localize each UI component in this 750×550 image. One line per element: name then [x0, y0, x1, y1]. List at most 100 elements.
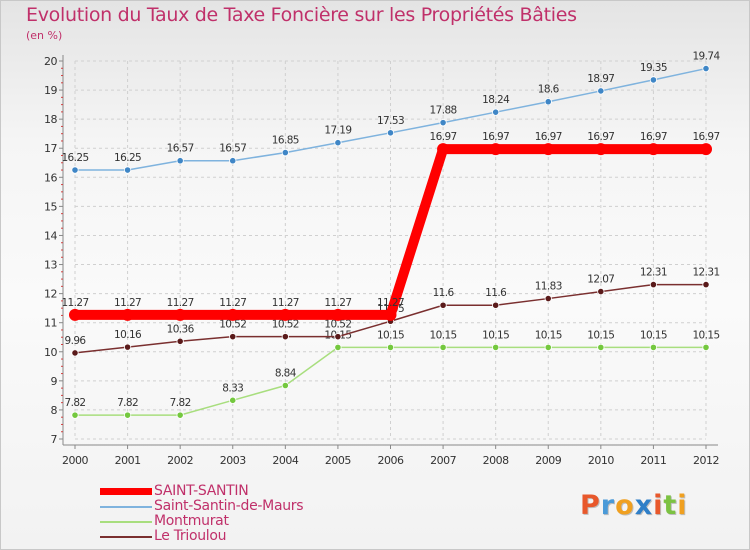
x-tick-label: 2002	[167, 454, 193, 467]
data-label-saint-santin: 16.97	[482, 131, 509, 143]
data-point-le-trioulou	[597, 287, 605, 296]
data-label-saint-santin-de-maurs: 18.97	[587, 73, 614, 85]
data-point-saint-santin-de-maurs	[123, 166, 132, 174]
data-point-montmurat	[334, 343, 342, 352]
x-tick-label: 2010	[588, 454, 614, 467]
x-tick-label: 2005	[325, 454, 351, 467]
data-label-montmurat: 10.15	[430, 329, 457, 341]
data-point-montmurat	[71, 411, 79, 419]
data-label-le-trioulou: 10.52	[219, 319, 246, 331]
data-point-saint-santin-de-maurs	[544, 98, 552, 106]
x-tick-label: 2011	[640, 454, 666, 467]
data-label-saint-santin: 11.27	[272, 297, 299, 309]
data-label-le-trioulou: 10.52	[272, 319, 299, 331]
data-point-saint-santin-de-maurs	[439, 119, 447, 127]
logo-letter: r	[600, 490, 616, 521]
data-label-saint-santin: 16.97	[692, 131, 719, 143]
data-point-saint-santin	[331, 308, 344, 321]
data-point-montmurat	[492, 343, 500, 352]
data-point-montmurat	[229, 396, 237, 404]
data-point-saint-santin	[647, 143, 660, 156]
data-label-le-trioulou: 9.96	[65, 335, 87, 347]
data-label-saint-santin-de-maurs: 16.57	[219, 143, 246, 155]
y-tick-label: 7	[51, 433, 58, 446]
line-chart: 7 8 9 10 11 12 13 14 15 16 17 18 19 20 2000 2001 2002 200…	[44, 51, 721, 467]
x-tick-label: 2001	[115, 454, 141, 467]
legend-swatch-montmurat	[100, 521, 152, 523]
data-point-saint-santin	[121, 308, 134, 321]
data-point-saint-santin-de-maurs	[281, 148, 289, 157]
data-label-le-trioulou: 11.6	[433, 287, 455, 299]
data-label-saint-santin: 11.27	[377, 297, 404, 309]
data-point-saint-santin-de-maurs	[71, 166, 79, 174]
series-saint-santin-de-maurs: 16.25 16.25 16.57 16.57 16.85 17.19 17.53 17.88…	[61, 51, 721, 174]
data-point-montmurat	[702, 343, 710, 352]
data-point-le-trioulou	[281, 333, 289, 341]
data-label-saint-santin: 16.97	[640, 131, 667, 143]
data-label-saint-santin: 16.97	[587, 131, 614, 143]
legend-swatch-le-trioulou	[100, 536, 152, 538]
data-point-saint-santin-de-maurs	[386, 129, 395, 137]
data-label-saint-santin: 11.27	[61, 297, 88, 309]
data-label-saint-santin: 16.97	[535, 131, 562, 143]
data-point-saint-santin	[700, 143, 712, 156]
y-tick-label: 13	[44, 259, 57, 272]
logo-letter: x	[634, 490, 654, 521]
data-point-saint-santin-de-maurs	[702, 64, 710, 73]
x-tick-label: 2009	[535, 454, 561, 467]
y-tick-label: 19	[44, 84, 57, 97]
x-tick-label: 2008	[483, 454, 509, 467]
data-point-saint-santin	[437, 143, 450, 156]
x-tick-label: 2004	[272, 454, 298, 467]
data-label-saint-santin-de-maurs: 16.25	[114, 152, 141, 164]
data-label-saint-santin-de-maurs: 17.88	[430, 105, 457, 117]
data-point-le-trioulou	[229, 333, 237, 341]
logo-letter: o	[615, 490, 635, 521]
chart-title: Evolution du Taux de Taxe Foncière sur l…	[26, 4, 577, 26]
x-tick-label: 2007	[430, 454, 456, 467]
data-label-le-trioulou: 10.36	[167, 323, 195, 335]
data-label-montmurat: 10.15	[482, 329, 509, 341]
data-label-saint-santin-de-maurs: 19.74	[692, 51, 720, 63]
x-tick-label: 2006	[378, 454, 404, 467]
y-axis-unit: (en %)	[26, 29, 63, 42]
legend-label-saint-santin-de-maurs: Saint-Santin-de-Maurs	[154, 498, 304, 514]
data-label-saint-santin: 11.27	[167, 297, 194, 309]
y-tick-label: 8	[51, 404, 58, 417]
y-tick-label: 16	[44, 171, 57, 184]
data-point-montmurat	[386, 343, 395, 352]
data-label-montmurat: 10.15	[640, 329, 667, 341]
logo-letter: P	[580, 490, 601, 521]
data-point-le-trioulou	[492, 301, 500, 309]
logo-letter: i	[677, 490, 688, 521]
data-label-saint-santin-de-maurs: 17.19	[324, 125, 351, 137]
data-point-montmurat	[123, 411, 132, 419]
data-label-montmurat: 7.82	[117, 397, 138, 409]
data-point-saint-santin-de-maurs	[492, 108, 500, 116]
legend-swatch-saint-santin-de-maurs	[100, 506, 152, 508]
x-tick-label: 2003	[220, 454, 246, 467]
data-point-saint-santin	[384, 308, 397, 321]
legend-swatch-saint-santin	[100, 488, 152, 495]
data-label-saint-santin-de-maurs: 16.85	[272, 135, 299, 147]
data-point-montmurat	[649, 343, 658, 352]
data-label-le-trioulou: 12.31	[692, 267, 719, 279]
data-point-montmurat	[544, 343, 552, 352]
logo-letter: i	[653, 490, 664, 521]
y-tick-label: 17	[44, 142, 57, 155]
data-label-montmurat: 10.15	[535, 329, 562, 341]
data-point-le-trioulou	[123, 343, 132, 351]
data-label-le-trioulou: 11.6	[485, 287, 507, 299]
data-point-saint-santin	[279, 308, 292, 321]
data-point-le-trioulou	[649, 281, 658, 289]
y-tick-label: 10	[44, 346, 57, 359]
data-point-le-trioulou	[71, 349, 79, 357]
data-label-le-trioulou: 10.16	[114, 329, 142, 341]
logo-letter: t	[663, 490, 678, 521]
proxiti-logo: Proxiti	[580, 490, 688, 521]
data-point-le-trioulou	[334, 333, 342, 341]
data-label-montmurat: 8.84	[275, 367, 297, 379]
data-point-le-trioulou	[176, 337, 184, 345]
y-tick-label: 9	[51, 375, 58, 388]
